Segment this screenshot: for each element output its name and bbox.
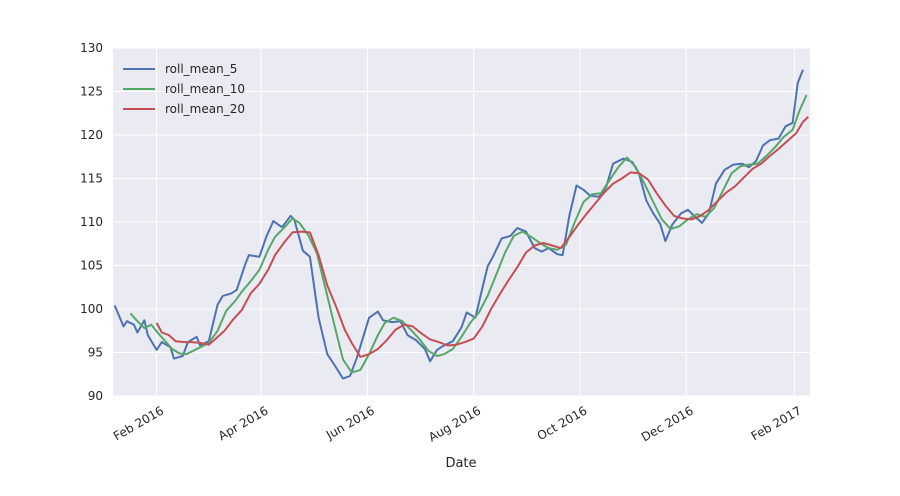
x-tick-label: Dec 2016 [639, 403, 696, 444]
x-tick-label: Jun 2016 [323, 403, 377, 442]
legend-label: roll_mean_10 [165, 82, 245, 96]
y-tick-label: 100 [80, 302, 103, 316]
series-line-roll_mean_10 [129, 94, 808, 374]
y-axis-ticks: 90 95 100 105 110 115 120 125 130 [80, 41, 103, 403]
x-tick-label: Feb 2017 [749, 403, 804, 443]
y-tick-label: 110 [80, 215, 103, 229]
y-tick-label: 125 [80, 85, 103, 99]
y-tick-label: 95 [88, 346, 103, 360]
x-axis-ticks: Feb 2016 Apr 2016 Jun 2016 Aug 2016 Oct 2016… [111, 403, 804, 444]
legend-label: roll_mean_20 [165, 102, 245, 116]
x-tick-label: Apr 2016 [216, 403, 271, 443]
series-line-roll_mean_5 [113, 69, 804, 380]
x-tick-label: Aug 2016 [426, 403, 483, 444]
x-tick-label: Oct 2016 [535, 403, 590, 443]
y-tick-label: 120 [80, 128, 103, 142]
y-tick-label: 115 [80, 172, 103, 186]
y-tick-label: 105 [80, 259, 103, 273]
x-axis-title: Date [445, 456, 476, 471]
y-tick-label: 90 [88, 389, 103, 403]
legend: roll_mean_5 roll_mean_10 roll_mean_20 [123, 62, 245, 116]
y-tick-label: 130 [80, 41, 103, 55]
legend-label: roll_mean_5 [165, 62, 237, 76]
series-line-roll_mean_20 [155, 115, 810, 358]
x-tick-label: Feb 2016 [111, 403, 166, 443]
series-lines [113, 69, 810, 380]
